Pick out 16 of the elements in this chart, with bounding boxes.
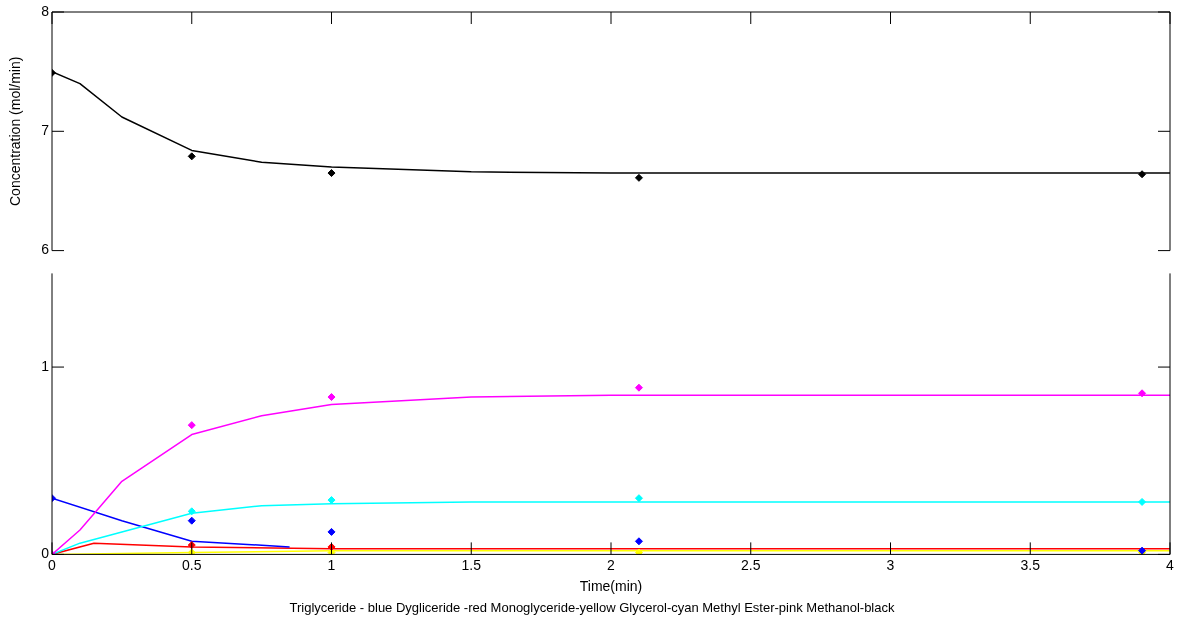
x-tick-label: 3 xyxy=(886,556,895,573)
x-tick-label: 3.5 xyxy=(1020,556,1041,573)
x-tick-label: 4 xyxy=(1166,556,1175,573)
x-tick-label: 0.5 xyxy=(182,556,202,573)
y-tick-label: 0 xyxy=(41,545,50,562)
y-tick-label: 7 xyxy=(41,122,50,139)
y-axis-title: Concentration (mol/min) xyxy=(7,56,24,206)
x-tick-label: 1 xyxy=(327,556,336,573)
x-axis-title: Time(min) xyxy=(579,578,643,595)
text: Triglyceride - blue Dygliceride -red Monoglyceride-yellow Glycerol-cyan Methyl Ester-pink Methanol-black xyxy=(288,600,896,615)
y-tick-label: 1 xyxy=(41,357,50,374)
x-tick-label: 2.5 xyxy=(741,556,761,573)
x-tick-label: 2 xyxy=(607,556,616,573)
y-tick-label: 6 xyxy=(41,241,50,258)
y-tick-label: 8 xyxy=(41,2,50,19)
x-tick-label: 1.5 xyxy=(461,556,482,573)
